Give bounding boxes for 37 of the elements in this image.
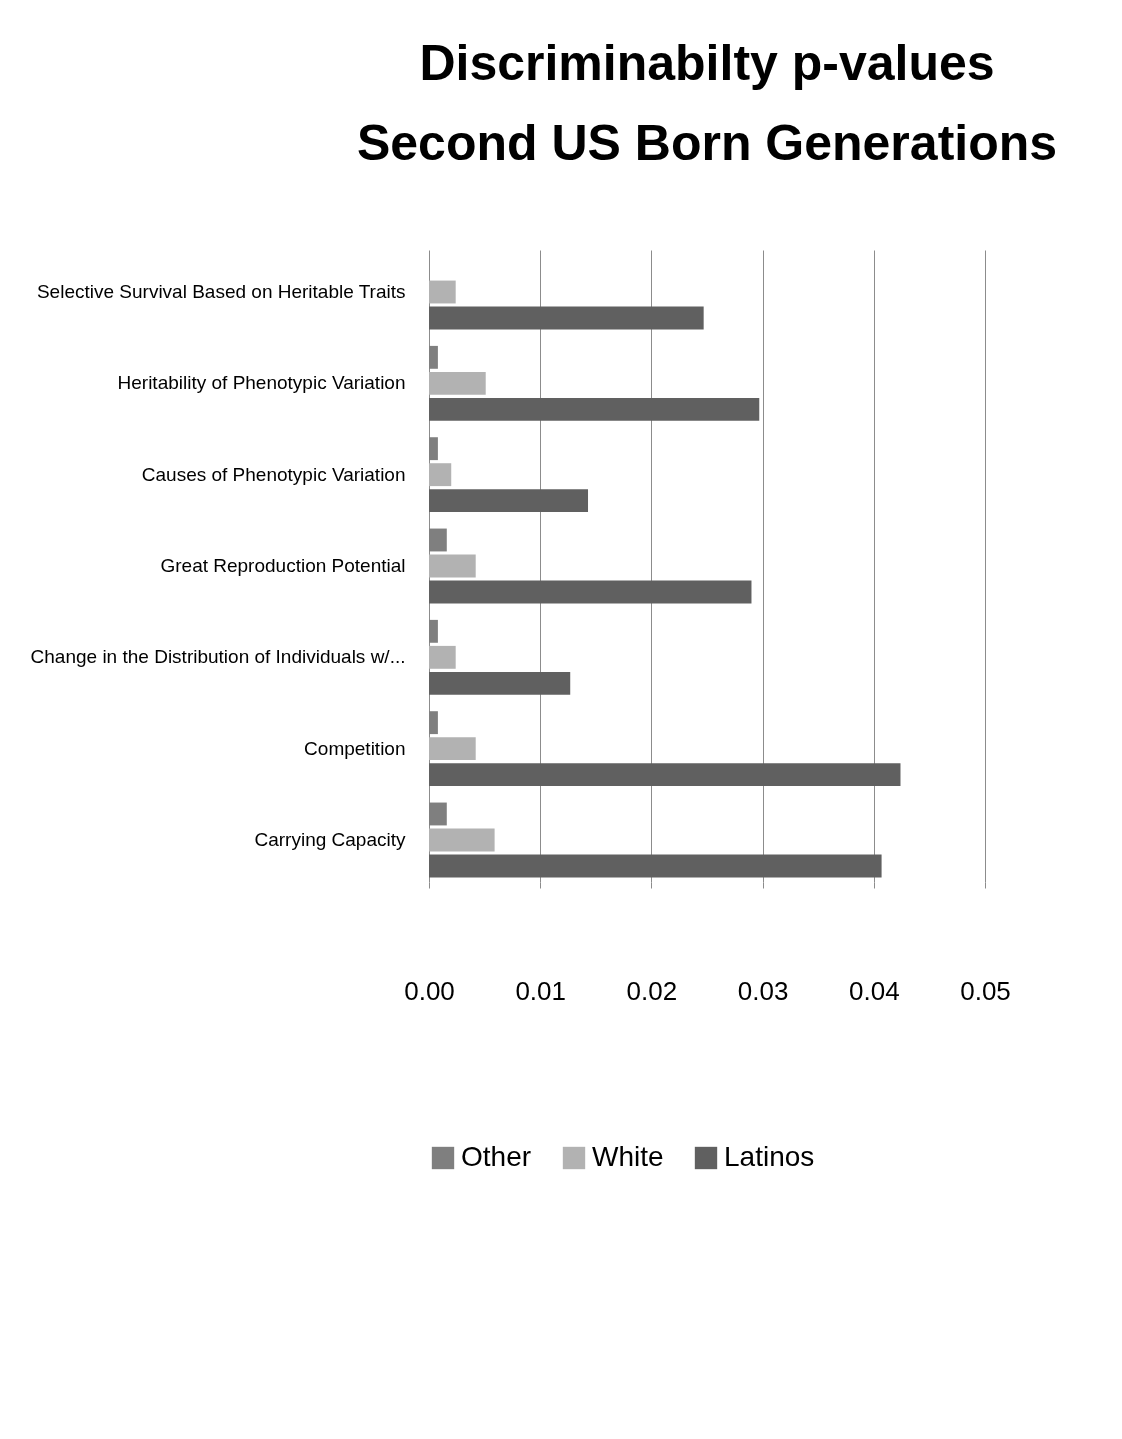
chart-title: Discriminabilty p-values Second US Born Generations xyxy=(356,35,1058,171)
y-tick-label: Great Reproduction Potential xyxy=(160,555,406,576)
x-tick-label: 0.02 xyxy=(626,975,678,1006)
bar xyxy=(429,345,438,369)
bar xyxy=(429,763,901,787)
bar xyxy=(429,580,752,604)
bar xyxy=(429,854,882,878)
bar xyxy=(429,371,486,395)
bar xyxy=(429,802,447,826)
y-tick-label: Heritability of Phenotypic Variation xyxy=(117,372,406,394)
bar xyxy=(429,397,760,421)
bar xyxy=(429,737,476,761)
bar xyxy=(429,619,438,643)
bar xyxy=(429,463,452,487)
x-tick-label: 0.05 xyxy=(960,975,1011,1006)
bar xyxy=(429,554,476,578)
bar xyxy=(429,280,456,304)
bar xyxy=(429,528,447,552)
bar xyxy=(429,828,495,852)
y-tick-label: Carrying Capacity xyxy=(254,828,406,850)
x-tick-label: 0.01 xyxy=(515,975,566,1006)
bar xyxy=(429,437,438,461)
y-tick-label: Competition xyxy=(304,737,406,759)
legend-label: Other xyxy=(461,1141,532,1172)
x-tick-label: 0.04 xyxy=(849,975,900,1006)
bar xyxy=(429,489,589,513)
bar xyxy=(429,645,456,669)
y-tick-label: Selective Survival Based on Heritable Traits xyxy=(36,281,406,303)
y-tick-label: Change in the Distribution of Individuals w/... xyxy=(30,646,406,668)
y-tick-label: Causes of Phenotypic Variation xyxy=(141,463,406,485)
bar xyxy=(429,711,438,735)
x-tick-label: 0.00 xyxy=(404,975,455,1006)
x-tick-label: 0.03 xyxy=(737,975,789,1006)
legend-label: Latinos xyxy=(724,1141,815,1172)
legend-label: White xyxy=(592,1141,664,1172)
bar xyxy=(429,671,571,695)
bar xyxy=(429,306,704,330)
